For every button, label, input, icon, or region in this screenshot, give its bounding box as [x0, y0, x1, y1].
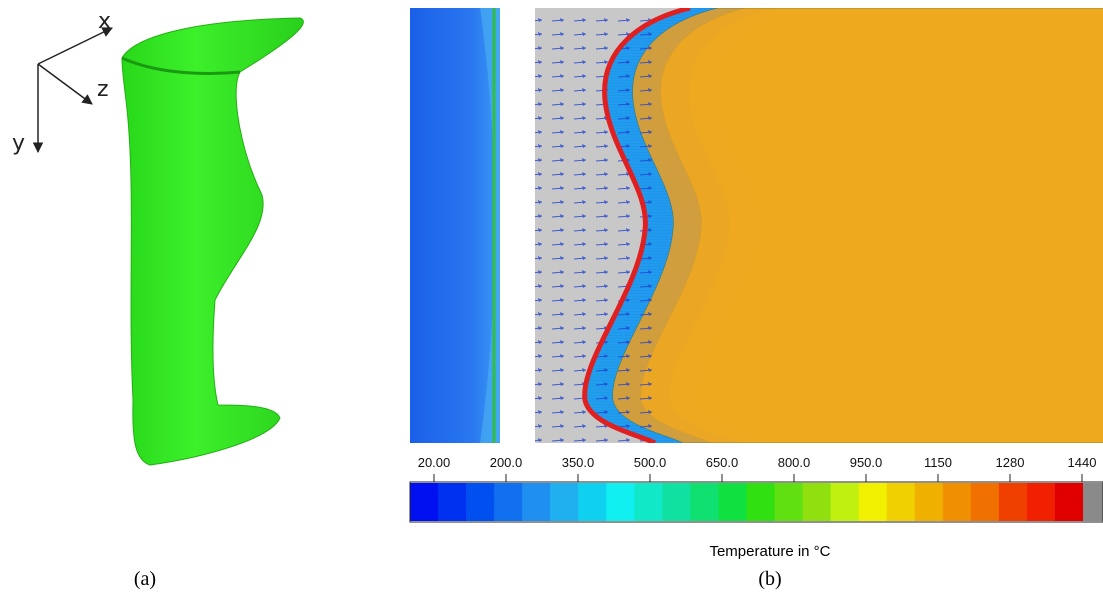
colorbar-tick-label: 200.0: [490, 455, 523, 470]
colorbar-segment: [438, 483, 467, 521]
colorbar-segment: [998, 483, 1028, 521]
colorbar-segment: [578, 483, 607, 521]
colorbar-segment: [886, 483, 916, 521]
axis-label: z: [97, 77, 109, 102]
colorbar-segment: [410, 483, 439, 521]
axis-arrow: [37, 27, 113, 65]
colorbar-segment: [662, 483, 691, 521]
temperature-band: [612, 8, 1103, 443]
axis-arrow: [37, 63, 93, 105]
panel-a: x z y (a): [12, 9, 304, 590]
colorbar-segment: [802, 483, 832, 521]
caption: (a): [134, 568, 156, 590]
colorbar-tick-label: 650.0: [706, 455, 739, 470]
axis-label: y: [12, 131, 25, 156]
colorbar-segment: [970, 483, 1000, 521]
colorbar-segment: [746, 483, 776, 521]
colorbar: [409, 481, 1103, 523]
colorbar-tick-label: 800.0: [778, 455, 811, 470]
colorbar-segment: [550, 483, 579, 521]
colorbar-segment: [1026, 483, 1056, 521]
edge: [121, 56, 241, 75]
caption: (b): [758, 568, 781, 590]
colorbar-segment: [718, 483, 747, 521]
colorbar-segment: [606, 483, 635, 521]
simulation-image: [410, 8, 1103, 443]
colorbar-segment: [774, 483, 804, 521]
colorbar-tick-label: 20.00: [418, 455, 451, 470]
colorbar-segment: [494, 483, 523, 521]
colorbar-segment: [1054, 483, 1084, 521]
colorbar-tick-label: 1440: [1068, 455, 1097, 470]
colorbar-segment: [858, 483, 888, 521]
colorbar-segment: [466, 483, 495, 521]
axis-label: x: [98, 9, 111, 34]
colorbar-label: Temperature in °C: [709, 543, 830, 560]
colorbar-segment: [942, 483, 972, 521]
colorbar-tick-label: 1150: [924, 455, 952, 470]
green-body: [121, 17, 304, 466]
colorbar-frame: [409, 481, 1103, 523]
colorbar-segment: [1083, 483, 1103, 521]
colorbar-tick-label: 1280: [996, 455, 1025, 470]
colorbar-segment: [830, 483, 860, 521]
colorbar-tick-label: 350.0: [562, 455, 595, 470]
colorbar-segment: [914, 483, 944, 521]
colorbar-tick-label: 950.0: [850, 455, 883, 470]
colorbar-segment: [690, 483, 719, 521]
panel-b: Temperature in °C (b): [409, 8, 1103, 590]
colorbar-segment: [522, 483, 551, 521]
colorbar-tick-label: 500.0: [634, 455, 667, 470]
colorbar-segment: [634, 483, 663, 521]
